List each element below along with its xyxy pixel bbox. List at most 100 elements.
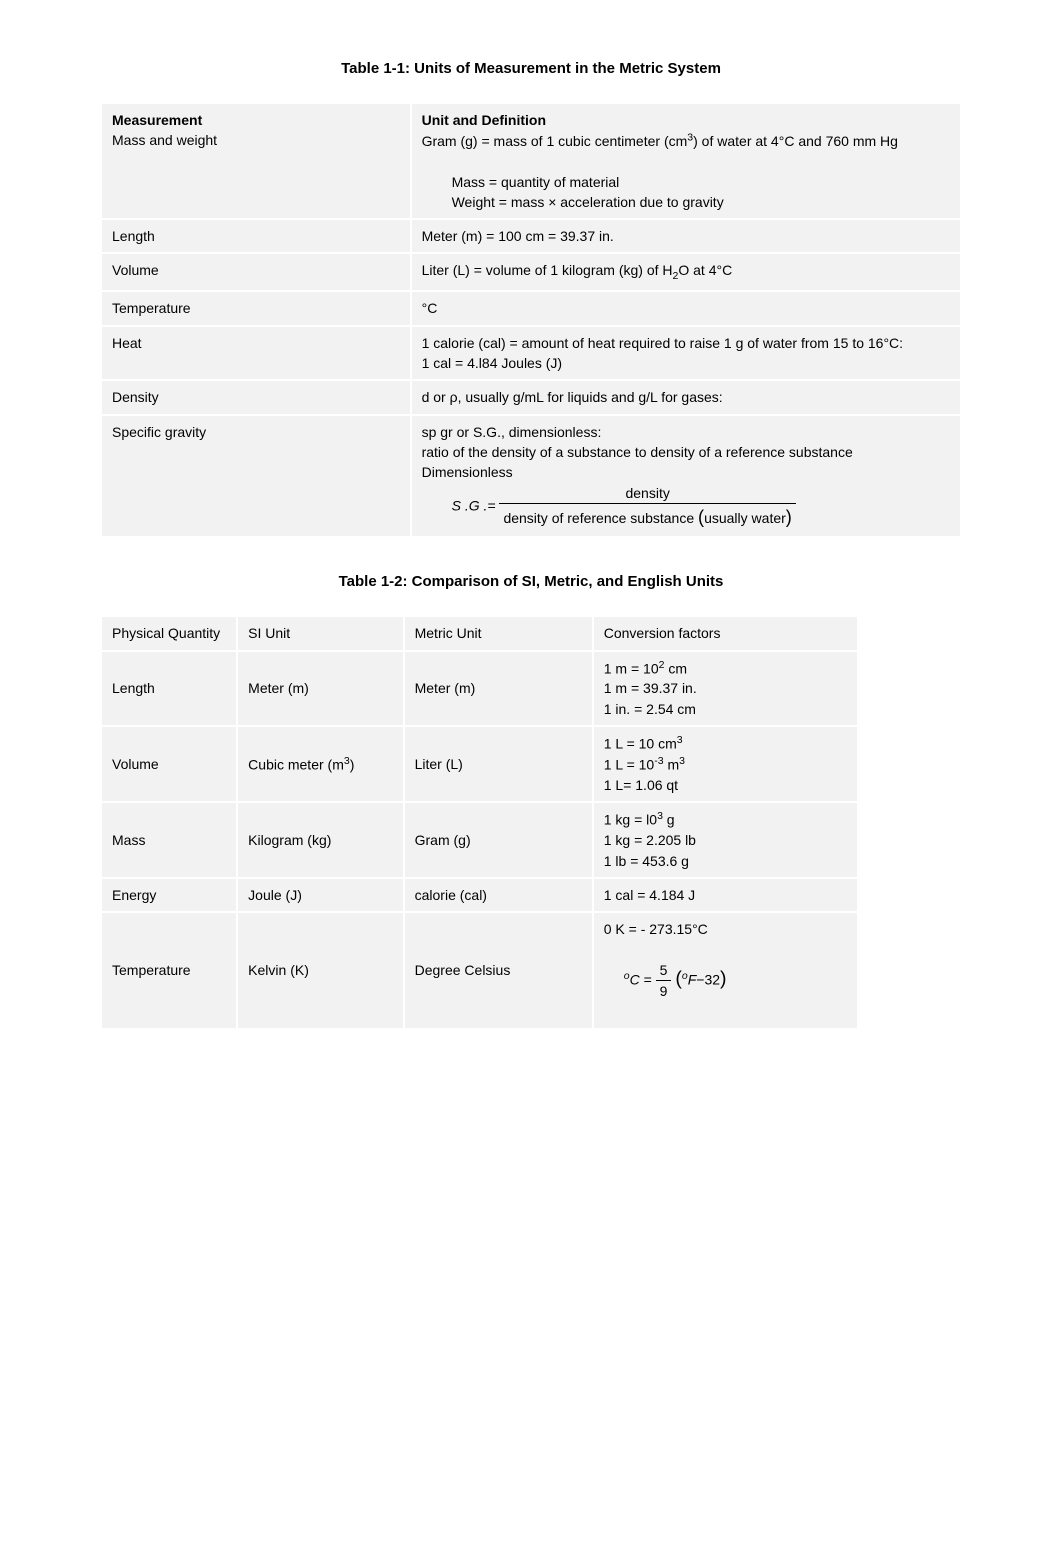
table2-header-row: Physical Quantity SI Unit Metric Unit Co… bbox=[101, 616, 858, 650]
text: 1 in. = 2.54 cm bbox=[604, 701, 696, 717]
cell-metric: Liter (L) bbox=[404, 726, 593, 802]
fraction: density density of reference substance (… bbox=[499, 483, 795, 531]
text: ) of water at 4°C and 760 mm Hg bbox=[693, 133, 898, 149]
document-page: Table 1-1: Units of Measurement in the M… bbox=[0, 0, 1062, 1090]
temp-formula: oC = 5 9 (oF−32) bbox=[624, 960, 727, 1002]
text: g bbox=[663, 812, 675, 828]
text: 1 cal = 4.l84 Joules (J) bbox=[422, 355, 562, 371]
table-row: Specific gravity sp gr or S.G., dimensio… bbox=[101, 415, 961, 538]
cell-pq: Mass bbox=[101, 802, 237, 878]
table1-header-unitdef: Unit and Definition Gram (g) = mass of 1… bbox=[411, 103, 961, 219]
table-row: Density d or ρ, usually g/mL for liquids… bbox=[101, 380, 961, 414]
table-row: Length Meter (m) Meter (m) 1 m = 102 cm … bbox=[101, 651, 858, 727]
text: m bbox=[664, 757, 680, 773]
text: sp gr or S.G., dimensionless: bbox=[422, 424, 602, 440]
text: 1 calorie (cal) = amount of heat require… bbox=[422, 335, 903, 351]
cell-si: Joule (J) bbox=[237, 878, 403, 912]
text: usually water bbox=[704, 510, 786, 526]
table2: Physical Quantity SI Unit Metric Unit Co… bbox=[100, 615, 859, 1029]
cell-conv: 1 m = 102 cm 1 m = 39.37 in. 1 in. = 2.5… bbox=[593, 651, 858, 727]
header-pq: Physical Quantity bbox=[101, 616, 237, 650]
text: 1 kg = 2.205 lb bbox=[604, 832, 696, 848]
header-si: SI Unit bbox=[237, 616, 403, 650]
header-metric: Metric Unit bbox=[404, 616, 593, 650]
table-row: Energy Joule (J) calorie (cal) 1 cal = 4… bbox=[101, 878, 858, 912]
denominator: 9 bbox=[656, 981, 672, 1001]
temperature-label: Temperature bbox=[101, 291, 411, 325]
superscript: 3 bbox=[679, 755, 685, 767]
cell-si: Meter (m) bbox=[237, 651, 403, 727]
sg-formula: S .G .= density density of reference sub… bbox=[422, 483, 796, 531]
length-label: Length bbox=[101, 219, 411, 253]
table-row: Heat 1 calorie (cal) = amount of heat re… bbox=[101, 326, 961, 381]
table-row: Volume Cubic meter (m 3) Liter (L) 1 L = … bbox=[101, 726, 858, 802]
text: Liter (L) = volume of 1 kilogram (kg) of… bbox=[422, 262, 673, 278]
header-conv: Conversion factors bbox=[593, 616, 858, 650]
density-def: d or ρ, usually g/mL for liquids and g/L… bbox=[411, 380, 961, 414]
denominator: density of reference substance (usually … bbox=[499, 504, 795, 530]
text: 1 m = 39.37 in. bbox=[604, 680, 697, 696]
temperature-def: °C bbox=[411, 291, 961, 325]
cell-metric: calorie (cal) bbox=[404, 878, 593, 912]
text: F bbox=[688, 971, 697, 987]
density-label: Density bbox=[101, 380, 411, 414]
superscript: 3 bbox=[677, 734, 683, 746]
cell-metric: Meter (m) bbox=[404, 651, 593, 727]
paren: ) bbox=[720, 967, 727, 989]
superscript: -3 bbox=[654, 755, 663, 767]
table-row: Mass Kilogram (kg) Gram (g) 1 kg = l03 g… bbox=[101, 802, 858, 878]
text: density of reference substance bbox=[503, 510, 698, 526]
sg-def: sp gr or S.G., dimensionless: ratio of t… bbox=[411, 415, 961, 538]
mass-def-line3: Weight = mass × acceleration due to grav… bbox=[422, 192, 950, 212]
numerator: 5 bbox=[656, 960, 672, 981]
cell-conv: 1 kg = l03 g 1 kg = 2.205 lb 1 lb = 453.… bbox=[593, 802, 858, 878]
text: 1 lb = 453.6 g bbox=[604, 853, 689, 869]
heat-def: 1 calorie (cal) = amount of heat require… bbox=[411, 326, 961, 381]
text: Dimensionless bbox=[422, 464, 513, 480]
table-row: Temperature Kelvin (K) Degree Celsius 0 … bbox=[101, 912, 858, 1028]
header-text: Unit and Definition bbox=[422, 112, 546, 128]
text: ratio of the density of a substance to d… bbox=[422, 444, 853, 460]
volume-label: Volume bbox=[101, 253, 411, 291]
volume-def: Liter (L) = volume of 1 kilogram (kg) of… bbox=[411, 253, 961, 291]
table-row: Volume Liter (L) = volume of 1 kilogram … bbox=[101, 253, 961, 291]
text: 1 kg = l0 bbox=[604, 812, 657, 828]
text: cm bbox=[664, 660, 687, 676]
cell-pq: Length bbox=[101, 651, 237, 727]
table2-title: Table 1-2: Comparison of SI, Metric, and… bbox=[100, 573, 962, 590]
text: C bbox=[630, 971, 640, 987]
cell-conv: 1 cal = 4.184 J bbox=[593, 878, 858, 912]
text: O at 4°C bbox=[678, 262, 732, 278]
text: −32 bbox=[696, 971, 720, 987]
table1-header-row: Measurement Mass and weight Unit and Def… bbox=[101, 103, 961, 219]
cell-pq: Volume bbox=[101, 726, 237, 802]
text: 1 L= 1.06 qt bbox=[604, 777, 678, 793]
cell-metric: Gram (g) bbox=[404, 802, 593, 878]
table1-header-measurement: Measurement Mass and weight bbox=[101, 103, 411, 219]
text: ) bbox=[350, 756, 355, 772]
mass-def-line2: Mass = quantity of material bbox=[422, 172, 950, 192]
text: Cubic meter (m bbox=[248, 756, 344, 772]
text: 1 L = 10 bbox=[604, 757, 654, 773]
sg-label: Specific gravity bbox=[101, 415, 411, 538]
text: = bbox=[644, 971, 652, 987]
text: 1 m = 10 bbox=[604, 660, 659, 676]
text: 1 L = 10 cm bbox=[604, 736, 677, 752]
mass-def-line1: Gram (g) = mass of 1 cubic centimeter (c… bbox=[422, 133, 898, 149]
table1-title: Table 1-1: Units of Measurement in the M… bbox=[100, 60, 962, 77]
table-row: Length Meter (m) = 100 cm = 39.37 in. bbox=[101, 219, 961, 253]
cell-conv: 1 L = 10 cm3 1 L = 10-3 m3 1 L= 1.06 qt bbox=[593, 726, 858, 802]
text: 0 K = - 273.15°C bbox=[604, 921, 708, 937]
text: Gram (g) = mass of 1 cubic centimeter (c… bbox=[422, 133, 688, 149]
cell-pq: Energy bbox=[101, 878, 237, 912]
header-text: Measurement bbox=[112, 112, 202, 128]
mass-label: Mass and weight bbox=[112, 132, 217, 148]
text: S .G .= bbox=[452, 497, 496, 513]
numerator: density bbox=[499, 483, 795, 504]
cell-si: Kilogram (kg) bbox=[237, 802, 403, 878]
length-def: Meter (m) = 100 cm = 39.37 in. bbox=[411, 219, 961, 253]
table1: Measurement Mass and weight Unit and Def… bbox=[100, 102, 962, 538]
cell-pq: Temperature bbox=[101, 912, 237, 1028]
cell-conv: 0 K = - 273.15°C oC = 5 9 (oF−32) bbox=[593, 912, 858, 1028]
cell-metric: Degree Celsius bbox=[404, 912, 593, 1028]
